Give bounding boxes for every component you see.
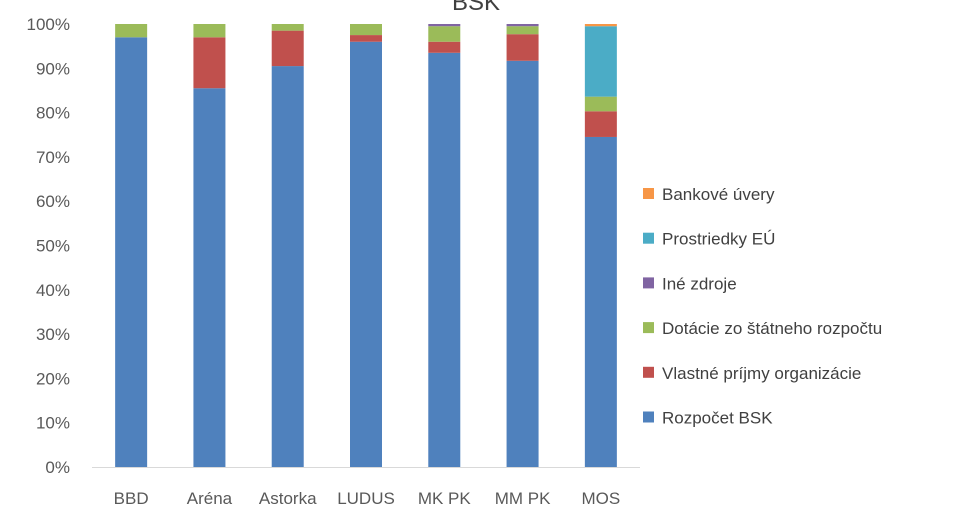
y-tick-label: 0%: [45, 458, 70, 477]
x-tick-label: Aréna: [187, 489, 233, 508]
bar-segment: [350, 41, 382, 467]
legend: Bankové úvery Prostriedky EÚ Iné zdroje Dot…: [643, 185, 882, 428]
y-tick-label: 60%: [36, 192, 70, 211]
legend-swatch: [643, 277, 654, 289]
x-tick-label: BBD: [114, 489, 149, 508]
y-tick-label: 10%: [36, 414, 70, 433]
bar-segment: [428, 52, 461, 468]
bar-segment: [584, 111, 617, 137]
bar-segment: [428, 41, 461, 53]
x-tick-label: MM PK: [495, 489, 551, 508]
x-tick-label: MK PK: [418, 489, 472, 508]
legend-swatch: [643, 366, 654, 378]
bar-segment: [271, 24, 304, 31]
bar-segment: [428, 26, 461, 42]
x-tick-label: LUDUS: [337, 489, 395, 508]
bar-segment: [428, 24, 461, 27]
bar-segment: [506, 26, 539, 35]
x-tick-label: Astorka: [259, 489, 317, 508]
bar-segment: [584, 136, 617, 467]
legend-label: Bankové úvery: [662, 185, 775, 204]
bar-segment: [271, 66, 304, 468]
bar-segment: [506, 24, 539, 27]
y-axis-ticks: 0% 10% 20% 30% 40% 50% 60% 70% 80% 90% 100%: [27, 15, 70, 477]
chart-title: BSK: [452, 0, 500, 16]
y-tick-label: 50%: [36, 237, 70, 256]
bar-segment: [115, 37, 148, 467]
y-tick-label: 30%: [36, 325, 70, 344]
legend-label: Vlastné príjmy organizácie: [662, 364, 861, 383]
bar-segment: [193, 88, 226, 468]
y-tick-label: 90%: [36, 59, 70, 78]
bar-segment: [350, 24, 382, 36]
legend-label: Dotácie zo štátneho rozpočtu: [662, 319, 882, 338]
legend-swatch: [643, 232, 654, 244]
y-tick-label: 100%: [27, 15, 70, 34]
bar-segment: [584, 96, 617, 112]
bar-segment: [584, 26, 617, 97]
bar-segment: [350, 35, 382, 42]
bar-segment: [271, 30, 304, 67]
bar-segment: [193, 37, 226, 89]
bar-segment: [584, 24, 617, 27]
bars-group: [115, 24, 617, 468]
x-axis-ticks: BBD Aréna Astorka LUDUS MK PK MM PK MOS: [114, 489, 621, 508]
legend-label: Prostriedky EÚ: [662, 230, 775, 249]
y-tick-label: 80%: [36, 104, 70, 123]
bar-segment: [506, 34, 539, 61]
legend-swatch: [643, 411, 654, 423]
legend-swatch: [643, 322, 654, 334]
bar-segment: [506, 60, 539, 467]
bar-segment: [193, 24, 226, 38]
y-tick-label: 40%: [36, 281, 70, 300]
y-tick-label: 70%: [36, 148, 70, 167]
legend-label: Rozpočet BSK: [662, 409, 773, 428]
y-tick-label: 20%: [36, 369, 70, 388]
legend-swatch: [643, 188, 654, 199]
legend-label: Iné zdroje: [662, 274, 737, 293]
bar-segment: [115, 24, 148, 38]
x-tick-label: MOS: [581, 489, 620, 508]
